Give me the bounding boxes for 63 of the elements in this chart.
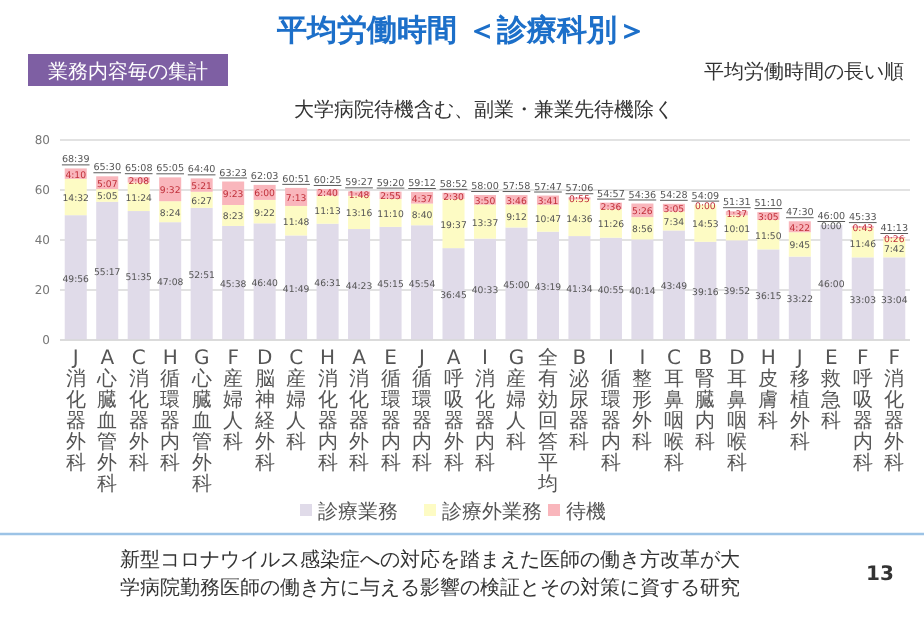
bar bbox=[725, 240, 748, 340]
bar bbox=[253, 223, 276, 340]
bar bbox=[127, 211, 150, 340]
x-tick-label: A 呼吸器外科 bbox=[443, 348, 464, 475]
bar bbox=[348, 229, 371, 340]
x-tick-label: B 泌尿器科 bbox=[569, 348, 590, 454]
x-tick-label: 全有効回答平均 bbox=[535, 346, 558, 496]
x-tick-label: H 循環器内科 bbox=[160, 348, 181, 475]
bar bbox=[442, 248, 465, 340]
x-tick-label: D 耳鼻咽喉科 bbox=[726, 348, 747, 475]
x-tick-label: D 脳神経外科 bbox=[252, 348, 275, 475]
legend-label: 待機 bbox=[566, 500, 606, 524]
x-tick-label: G 産婦人科 bbox=[506, 348, 527, 454]
x-tick-label: C 耳鼻咽喉科 bbox=[663, 348, 684, 475]
bar bbox=[316, 223, 339, 340]
bar bbox=[411, 225, 434, 340]
x-tick-label: F 呼吸器内科 bbox=[852, 348, 873, 475]
bar bbox=[788, 256, 811, 340]
x-tick-label: C 産婦人科 bbox=[286, 348, 307, 454]
bar bbox=[505, 227, 528, 340]
x-tick-label: B 腎臓内科 bbox=[695, 348, 716, 454]
bar bbox=[851, 257, 874, 340]
x-tick-label: A 心臓血管外科 bbox=[95, 348, 118, 496]
x-tick-label: I 整形外科 bbox=[632, 348, 653, 454]
x-tick-label: I 循環器内科 bbox=[600, 348, 621, 475]
x-tick-label: J 移植外科 bbox=[789, 348, 810, 454]
bar bbox=[757, 249, 780, 340]
x-tick-label: E 循環器内科 bbox=[380, 348, 401, 475]
x-tick-label: F 産婦人科 bbox=[223, 348, 244, 454]
bar bbox=[159, 222, 182, 340]
bar bbox=[285, 235, 308, 340]
text: 平均労働時間の長い順 bbox=[704, 60, 904, 84]
x-tick-label: J 消化器外科 bbox=[65, 348, 86, 475]
bar bbox=[883, 257, 906, 340]
bar bbox=[536, 231, 559, 340]
text: 13 bbox=[866, 564, 894, 586]
chart-subtitle: 大学病院待機含む、副業・兼業先待機除く bbox=[294, 98, 674, 122]
bar bbox=[64, 215, 87, 340]
x-tick-label: G 心臓血管外科 bbox=[189, 348, 212, 496]
bar bbox=[379, 226, 402, 340]
x-tick-label: H 皮膚科 bbox=[758, 348, 779, 433]
x-tick-label: H 消化器内科 bbox=[317, 348, 338, 475]
bar bbox=[568, 236, 591, 340]
bar bbox=[96, 201, 119, 340]
x-tick-label: I 消化器内科 bbox=[475, 348, 495, 475]
bar bbox=[631, 239, 654, 340]
bar bbox=[694, 241, 717, 340]
legend-label: 診療外業務 bbox=[442, 500, 542, 524]
x-tick-label: A 消化器外科 bbox=[349, 348, 370, 475]
x-tick-label: F 消化器外科 bbox=[884, 348, 905, 475]
bar bbox=[820, 225, 843, 340]
text: 新型コロナウイルス感染症への対応を踏まえた医師の働き方改革が大学病院勤務医師の働き方に与える影響の検証とその対策に資する研究 bbox=[120, 548, 740, 600]
x-tick-label: E 救急科 bbox=[819, 348, 842, 433]
x-tick-label: J 循環器内科 bbox=[412, 348, 433, 475]
bar bbox=[662, 230, 685, 340]
chart-title: 平均労働時間 ＜診療科別＞ bbox=[274, 12, 648, 48]
bar bbox=[473, 238, 497, 340]
bar bbox=[190, 207, 213, 340]
text: 業務内容毎の集計 bbox=[48, 60, 208, 84]
legend-label: 診療業務 bbox=[318, 500, 398, 524]
bar bbox=[222, 225, 245, 340]
bar bbox=[599, 237, 622, 340]
x-tick-label: C 消化器外科 bbox=[128, 348, 149, 475]
